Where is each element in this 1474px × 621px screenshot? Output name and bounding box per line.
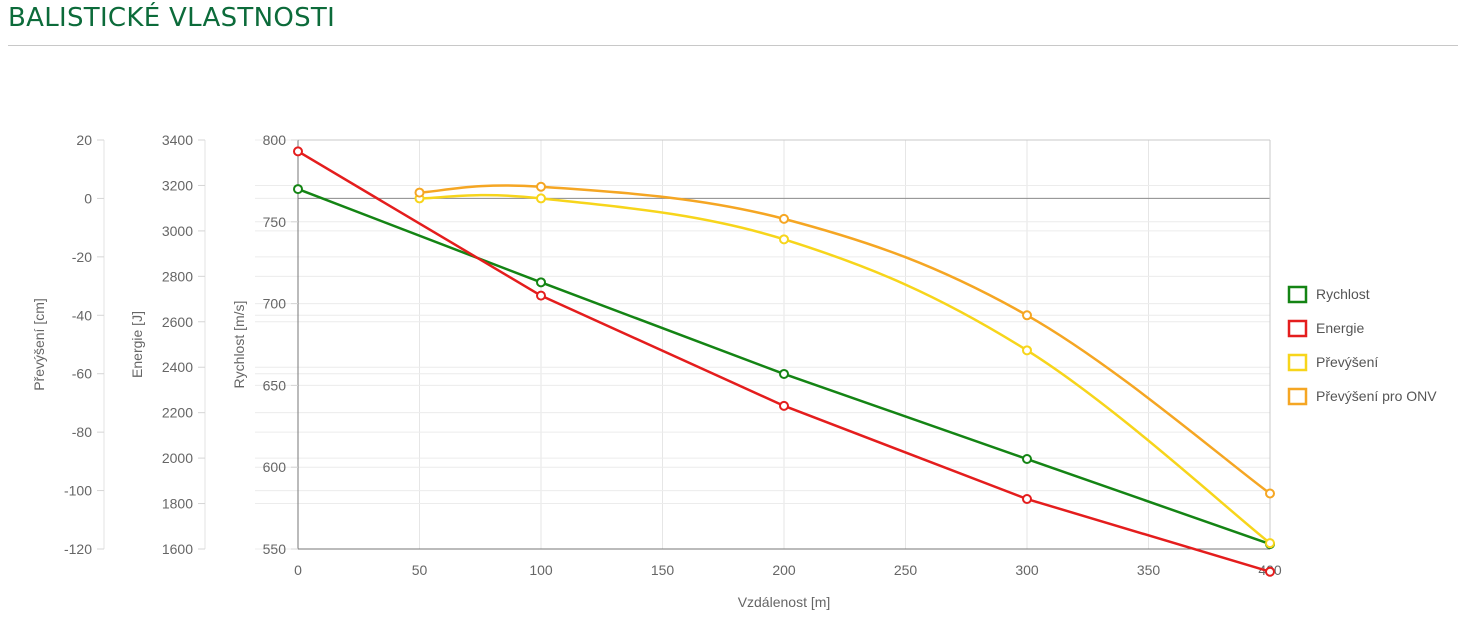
y-tick-label-rychlost: 550	[263, 541, 287, 557]
data-point[interactable]	[536, 290, 546, 301]
y-tick-label-rychlost: 600	[263, 459, 287, 475]
legend-label: Energie	[1316, 320, 1364, 336]
y-tick-label-energie: 3400	[162, 132, 193, 148]
y-tick-label-prevyseni: -40	[72, 307, 92, 323]
y-tick-label-energie: 2200	[162, 405, 193, 421]
title-divider	[8, 45, 1458, 46]
legend-label: Rychlost	[1316, 286, 1370, 302]
x-tick-label: 100	[529, 562, 553, 578]
y-tick-label-rychlost: 750	[263, 214, 287, 230]
x-tick-label: 50	[412, 562, 428, 578]
x-tick-label: 250	[894, 562, 918, 578]
y-axis-title-energie: Energie [J]	[129, 311, 145, 378]
y-axis-title-rychlost: Rychlost [m/s]	[231, 301, 247, 389]
series-line-3	[418, 184, 1272, 495]
series-line-2	[418, 193, 1272, 545]
legend-label: Převýšení	[1316, 354, 1378, 370]
legend-item[interactable]: Převýšení pro ONV	[1287, 387, 1437, 406]
y-tick-label-prevyseni: -20	[72, 249, 92, 265]
y-tick-label-prevyseni: -60	[72, 366, 92, 382]
series-layer	[293, 146, 1275, 577]
data-point[interactable]	[779, 213, 789, 224]
y-tick-label-energie: 1800	[162, 496, 193, 512]
x-tick-label: 150	[651, 562, 675, 578]
page-title: BALISTICKÉ VLASTNOSTI	[8, 3, 336, 33]
legend-item[interactable]: Energie	[1287, 319, 1364, 338]
y-tick-label-energie: 3000	[162, 223, 193, 239]
y-tick-label-prevyseni: 0	[84, 190, 92, 206]
x-axis-title: Vzdálenost [m]	[738, 594, 831, 610]
y-tick-label-energie: 1600	[162, 541, 193, 557]
y-tick-label-prevyseni: -80	[72, 424, 92, 440]
y-tick-label-rychlost: 700	[263, 296, 287, 312]
data-point[interactable]	[536, 193, 546, 204]
data-point[interactable]	[293, 184, 303, 195]
axes-layer: 0501001502002503003504005506006507007508…	[31, 132, 1282, 610]
data-point[interactable]	[1265, 538, 1275, 549]
data-point[interactable]	[1265, 566, 1275, 577]
data-point[interactable]	[779, 400, 789, 411]
data-point[interactable]	[414, 187, 425, 198]
data-point[interactable]	[1022, 310, 1032, 321]
y-tick-label-energie: 2000	[162, 450, 193, 466]
x-tick-label: 0	[294, 562, 302, 578]
data-point[interactable]	[779, 368, 789, 379]
legend-swatch	[1287, 319, 1308, 338]
x-tick-label: 200	[772, 562, 796, 578]
legend-item[interactable]: Převýšení	[1287, 353, 1378, 372]
legend-item[interactable]: Rychlost	[1287, 285, 1370, 304]
x-tick-label: 350	[1137, 562, 1161, 578]
legend-swatch	[1287, 353, 1308, 372]
y-tick-label-prevyseni: 20	[76, 132, 92, 148]
x-tick-label: 300	[1015, 562, 1039, 578]
y-tick-label-energie: 2400	[162, 359, 193, 375]
legend-swatch	[1287, 387, 1308, 406]
y-tick-label-energie: 3200	[162, 177, 193, 193]
legend-layer: Rychlost Energie Převýšení Převýšení pro ON…	[1287, 285, 1437, 406]
data-point[interactable]	[779, 234, 789, 245]
data-point[interactable]	[1265, 488, 1275, 499]
y-tick-label-energie: 2800	[162, 268, 193, 284]
data-point[interactable]	[1022, 454, 1032, 465]
data-point[interactable]	[1022, 345, 1032, 356]
data-point[interactable]	[1022, 494, 1032, 505]
y-tick-label-rychlost: 650	[263, 377, 287, 393]
legend-swatch	[1287, 285, 1308, 304]
y-tick-label-energie: 2600	[162, 314, 193, 330]
grid-layer	[255, 139, 1271, 550]
y-tick-label-prevyseni: -100	[64, 483, 92, 499]
y-tick-label-prevyseni: -120	[64, 541, 92, 557]
y-tick-label-rychlost: 800	[263, 132, 287, 148]
data-point[interactable]	[536, 181, 546, 192]
y-axis-title-prevyseni: Převýšení [cm]	[31, 298, 47, 391]
data-point[interactable]	[293, 146, 303, 157]
data-point[interactable]	[536, 277, 546, 288]
legend-label: Převýšení pro ONV	[1316, 388, 1437, 404]
